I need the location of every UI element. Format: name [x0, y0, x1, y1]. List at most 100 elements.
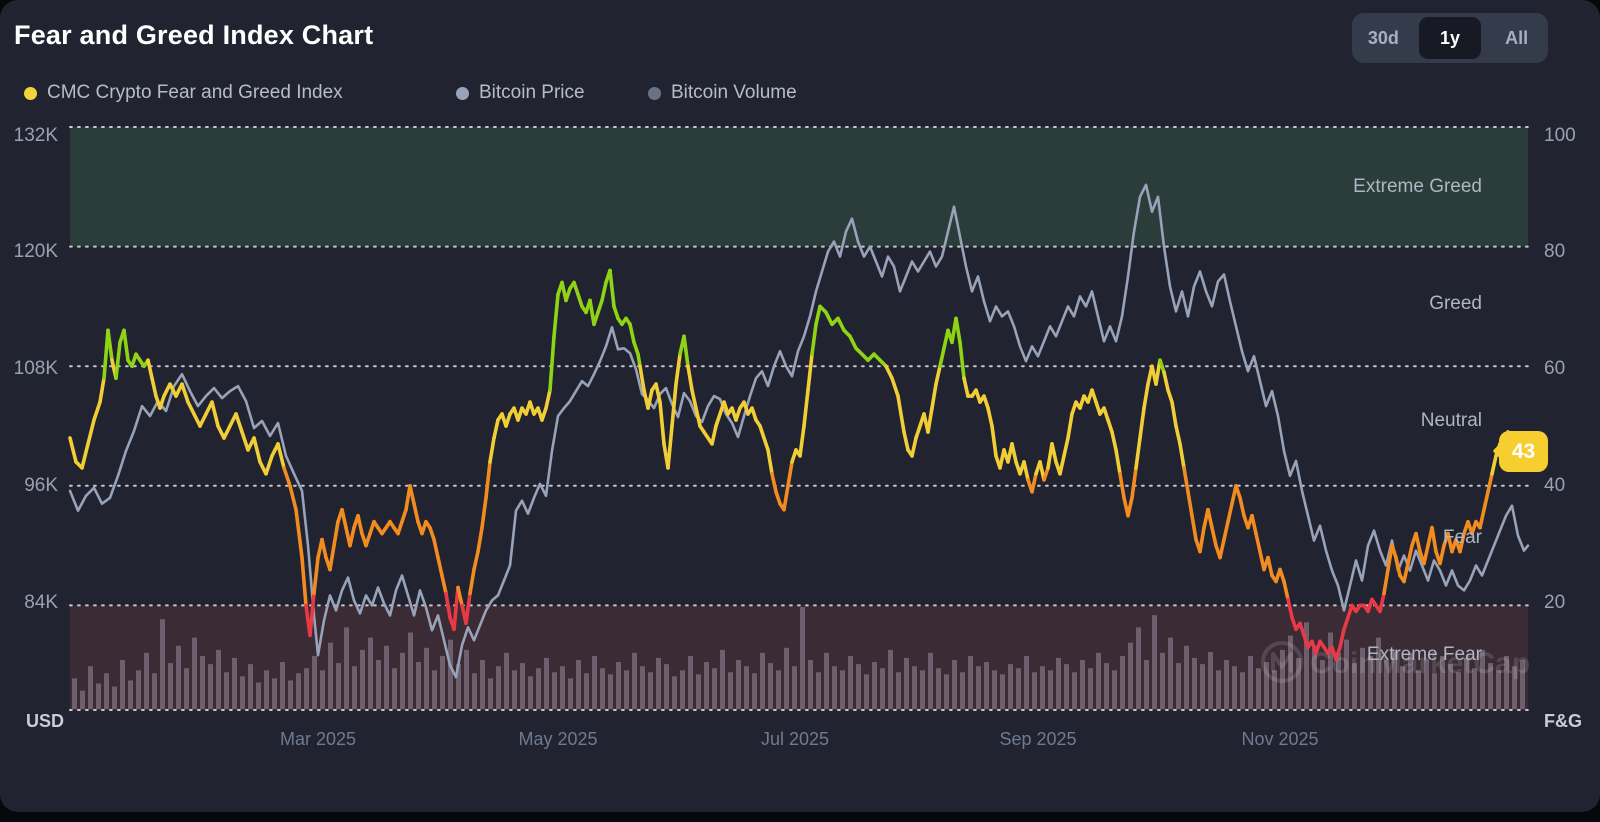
- volume-bar: [320, 670, 325, 709]
- x-axis-tick: Nov 2025: [1241, 729, 1319, 749]
- fng-line-segment: [1438, 543, 1446, 566]
- volume-bar: [864, 674, 869, 709]
- volume-bar: [1152, 615, 1157, 709]
- fng-line-segment: [400, 507, 408, 524]
- volume-bar: [1064, 664, 1069, 709]
- volume-bar: [1368, 655, 1373, 709]
- volume-bar: [656, 658, 661, 709]
- page-title: Fear and Greed Index Chart: [14, 20, 374, 50]
- volume-bar: [1440, 655, 1445, 709]
- volume-bar: [1384, 660, 1389, 709]
- legend-item-btc-price[interactable]: Bitcoin Price: [456, 80, 585, 106]
- volume-bar: [720, 649, 725, 709]
- range-button-all[interactable]: All: [1505, 27, 1529, 48]
- volume-bar: [352, 666, 357, 709]
- volume-bar: [488, 678, 493, 709]
- fng-line-segment: [938, 346, 946, 369]
- y-axis-right-tick: 60: [1544, 358, 1566, 379]
- time-range-selector: 30d 1y All: [1352, 13, 1548, 63]
- current-value: 43: [1511, 439, 1536, 463]
- fng-line-segment: [86, 418, 96, 446]
- fng-line-segment: [836, 316, 846, 333]
- fng-line-segment: [806, 352, 814, 392]
- fng-line-segment: [962, 376, 970, 398]
- fng-line-segment: [408, 483, 416, 506]
- volume-bar: [664, 664, 669, 709]
- volume-bar: [432, 670, 437, 709]
- volume-bar: [520, 663, 525, 709]
- volume-bar: [304, 668, 309, 709]
- btc-volume-legend-dot-icon: [648, 86, 661, 100]
- fng-line-segment: [600, 280, 608, 303]
- fng-line-segment: [926, 406, 934, 434]
- volume-bar: [160, 619, 165, 709]
- current-value-badge: 43: [1499, 431, 1548, 472]
- fng-line-segment: [356, 513, 364, 536]
- legend-item-fng[interactable]: CMC Crypto Fear and Greed Index: [24, 80, 343, 106]
- volume-bar: [704, 662, 709, 709]
- volume-bar: [976, 666, 981, 709]
- fng-line-segment: [444, 591, 452, 620]
- fng-line-segment: [564, 286, 572, 303]
- fng-line-segment: [1138, 406, 1146, 440]
- volume-bar: [504, 652, 509, 709]
- volume-bar: [544, 658, 549, 709]
- fng-line-segment: [180, 382, 190, 404]
- fng-line-segment: [1042, 466, 1050, 482]
- fng-line-segment: [1130, 466, 1138, 500]
- volume-bar: [752, 673, 757, 709]
- fng-line-segment: [990, 424, 998, 458]
- volume-bar: [648, 672, 653, 709]
- volume-bar: [168, 663, 173, 709]
- x-axis-tick: May 2025: [518, 729, 598, 749]
- fng-line-segment: [1334, 645, 1342, 662]
- fng-line-segment: [340, 507, 348, 530]
- fng-line-segment: [468, 567, 476, 596]
- fng-line-segment: [1178, 442, 1186, 470]
- volume-bar: [744, 666, 749, 709]
- volume-bar: [920, 670, 925, 709]
- legend-item-btc-volume[interactable]: Bitcoin Volume: [648, 80, 797, 106]
- volume-bar: [840, 670, 845, 709]
- volume-bar: [1256, 668, 1261, 709]
- fng-line-segment: [1158, 358, 1166, 375]
- volume-bar: [1104, 663, 1109, 709]
- fng-line-segment: [930, 382, 938, 410]
- y-axis-right-tick: 80: [1544, 241, 1566, 262]
- volume-bar: [792, 666, 797, 709]
- fng-line-segment: [890, 376, 900, 398]
- fng-line-segment: [288, 483, 298, 512]
- volume-bar: [256, 682, 261, 709]
- volume-bar: [208, 664, 213, 709]
- volume-bar: [632, 652, 637, 709]
- fng-line-segment: [146, 358, 154, 381]
- fng-line-segment: [1406, 543, 1414, 566]
- volume-bar: [832, 666, 837, 709]
- volume-bar: [1088, 668, 1093, 709]
- volume-bar: [288, 680, 293, 709]
- fng-line-segment: [484, 460, 492, 500]
- fng-line-segment: [682, 334, 690, 369]
- fng-line-segment: [798, 424, 806, 458]
- fng-line-segment: [714, 412, 722, 428]
- fng-line-segment: [1422, 543, 1430, 566]
- zone-band: [70, 127, 1528, 247]
- range-button-1y[interactable]: 1y: [1418, 17, 1482, 59]
- fng-line-segment: [464, 591, 472, 626]
- fng-line-segment: [810, 322, 818, 357]
- volume-bar: [192, 637, 197, 709]
- volume-bar: [408, 632, 413, 709]
- range-button-30d[interactable]: 30d: [1367, 27, 1399, 48]
- btc-price-legend-dot-icon: [456, 86, 469, 100]
- fng-line-segment: [654, 382, 662, 404]
- volume-bar: [1328, 632, 1333, 709]
- volume-bar: [1480, 649, 1485, 709]
- fng-line-segment: [674, 352, 682, 386]
- volume-bar: [896, 672, 901, 709]
- fng-line-segment: [896, 394, 906, 434]
- volume-bar: [296, 673, 301, 709]
- fng-line-segment: [608, 268, 616, 309]
- fng-line-segment: [282, 466, 292, 488]
- fng-line-segment: [1162, 370, 1170, 392]
